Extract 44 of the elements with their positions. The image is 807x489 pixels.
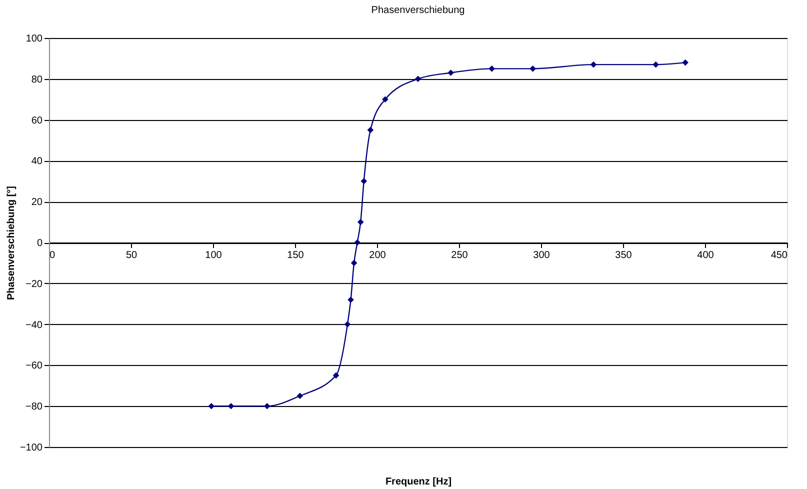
- point: [360, 178, 368, 184]
- point: [488, 66, 495, 72]
- y-tick-label: −60: [26, 360, 43, 372]
- point: [367, 126, 374, 134]
- x-tick-label: 400: [697, 250, 714, 261]
- point: [350, 260, 358, 266]
- y-tick-label: 20: [31, 197, 43, 208]
- y-tick-label: 60: [31, 115, 43, 126]
- point: [357, 218, 364, 226]
- point: [344, 321, 351, 328]
- y-tick-label: −100: [20, 442, 43, 454]
- y-tick-label: 100: [26, 34, 43, 44]
- point: [264, 402, 270, 410]
- y-tick-label: −80: [26, 402, 43, 413]
- point: [348, 296, 354, 303]
- point: [228, 402, 234, 410]
- y-tick-label: 80: [31, 74, 43, 86]
- x-tick-label: 300: [533, 250, 550, 261]
- y-tick-label: 40: [31, 156, 43, 168]
- x-tick-label: 50: [126, 250, 138, 261]
- point: [382, 96, 388, 103]
- x-tick-label: 200: [369, 250, 386, 261]
- point: [296, 392, 304, 400]
- y-tick-label: −40: [26, 320, 43, 331]
- chart-title: Phasenverschiebung: [371, 5, 465, 16]
- point: [354, 239, 360, 246]
- x-tick-label: 150: [287, 250, 304, 261]
- point: [332, 372, 340, 379]
- y-tick-label: 0: [36, 238, 43, 249]
- point: [530, 66, 536, 72]
- point: [652, 61, 659, 68]
- x-tick-label: 0: [50, 250, 56, 261]
- point: [682, 59, 688, 66]
- x-tick-label: 250: [451, 250, 468, 261]
- x-tick-label: 350: [615, 250, 632, 261]
- x-axis-title: Frequenz [Hz]: [385, 476, 452, 488]
- y-axis-title: Phasenverschiebung [°]: [6, 186, 17, 300]
- point: [414, 76, 422, 82]
- x-tick-label: 100: [205, 250, 222, 261]
- y-tick-label: −20: [26, 278, 43, 290]
- x-tick-label: 450: [770, 250, 788, 261]
- point: [448, 70, 454, 76]
- point: [590, 61, 597, 68]
- point: [208, 402, 215, 410]
